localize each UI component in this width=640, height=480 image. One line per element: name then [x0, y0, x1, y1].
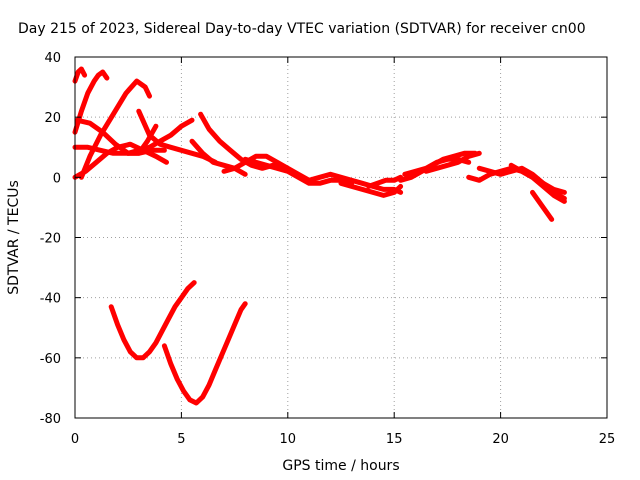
y-tick-label: 0 — [53, 171, 61, 186]
series-line-12 — [242, 156, 355, 186]
x-tick-label: 0 — [71, 432, 79, 447]
series-line-2 — [72, 69, 110, 135]
series-line-1 — [72, 66, 88, 84]
x-tick-label: 10 — [280, 432, 297, 447]
series-line-23 — [108, 280, 197, 361]
series-group — [72, 66, 567, 406]
series-line-18 — [423, 150, 482, 174]
axis-ticks: 0 5 10 15 20 25 -80 -60 -40 -20 0 20 40 — [40, 51, 616, 447]
y-axis-title: SDTVAR / TECUs — [6, 180, 22, 295]
x-tick-label: 15 — [386, 432, 403, 447]
x-tick-label: 25 — [599, 432, 616, 447]
series-line-15 — [366, 174, 404, 189]
series-line-21 — [508, 162, 567, 204]
y-tick-label: -60 — [40, 352, 61, 367]
x-axis-title: GPS time / hours — [282, 458, 399, 474]
series-line-11 — [221, 153, 312, 183]
y-tick-label: -80 — [40, 412, 61, 427]
series-line-8 — [125, 117, 195, 156]
series-line-13 — [306, 171, 404, 195]
series-line-7 — [136, 108, 218, 165]
series-line-22 — [530, 189, 555, 222]
y-tick-label: 40 — [44, 51, 61, 66]
series-line-24 — [161, 301, 248, 406]
series-line-3 — [78, 78, 152, 180]
y-tick-label: -40 — [40, 292, 61, 307]
grid — [75, 57, 607, 418]
series-line-6 — [72, 144, 167, 156]
y-tick-label: 20 — [44, 111, 61, 126]
x-tick-label: 5 — [177, 432, 185, 447]
chart-title: Day 215 of 2023, Sidereal Day-to-day VTE… — [18, 21, 586, 37]
series-line-17 — [398, 150, 478, 183]
series-line-14 — [338, 180, 404, 198]
x-tick-label: 20 — [492, 432, 509, 447]
y-tick-label: -20 — [40, 232, 61, 247]
series-line-5 — [74, 117, 159, 156]
